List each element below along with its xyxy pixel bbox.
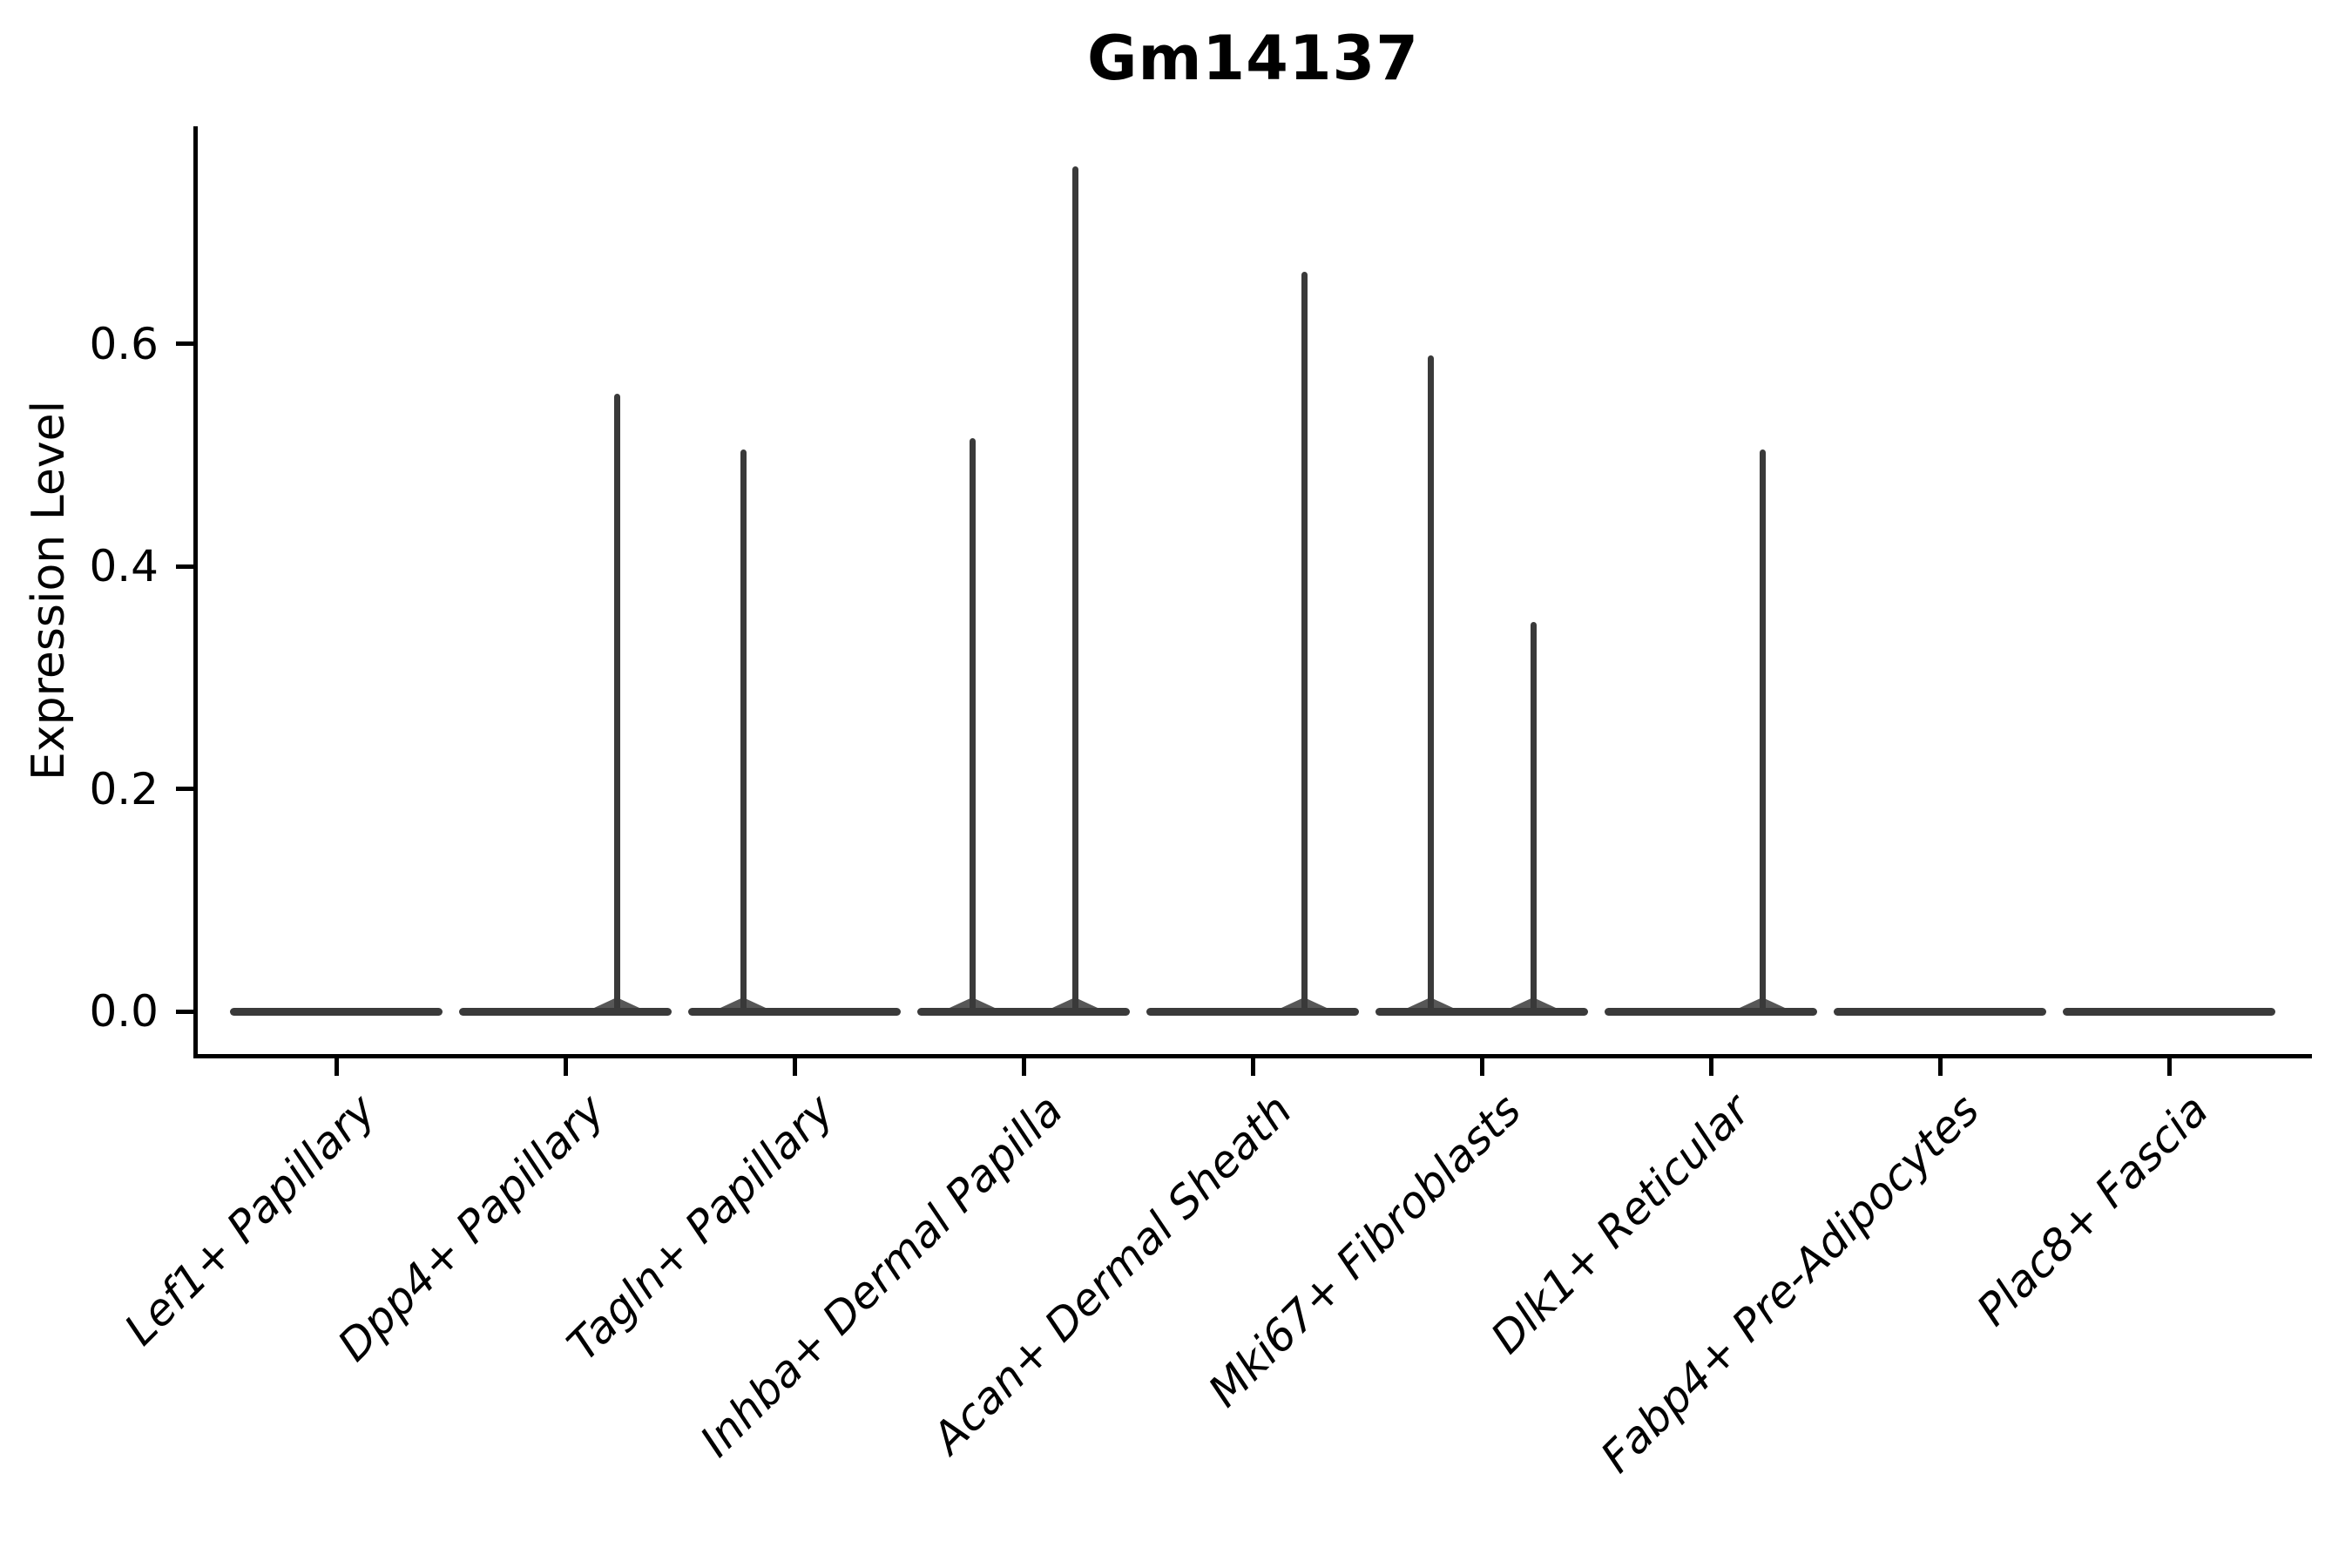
x-tick-label: Lef1+ Papillary [114,1085,386,1355]
x-tick-label: Plac8+ Fascia [1967,1085,2219,1336]
x-tick-label: Fabp4+ Pre-Adipocytes [1591,1085,1990,1483]
y-tick-mark [176,564,193,569]
violin-taper [720,997,766,1008]
y-tick-mark [176,1009,193,1014]
violin-spike [1301,271,1308,1011]
violin-body [230,1007,443,1016]
y-tick-label: 0.4 [89,541,159,592]
x-tick-mark [1937,1058,1943,1076]
violin-body [459,1007,672,1016]
x-tick-mark [792,1058,797,1076]
violin-spike [969,438,976,1011]
violin-spike [1759,449,1766,1011]
x-axis-spine [193,1054,2312,1058]
x-tick-mark [563,1058,568,1076]
violin-taper [1408,997,1453,1008]
y-tick-mark [176,341,193,347]
y-tick-mark [176,787,193,792]
violin-spike [613,394,620,1011]
violin-body [917,1007,1130,1016]
violin-body [1605,1007,1817,1016]
violin-taper [1740,997,1785,1008]
x-tick-mark [1708,1058,1713,1076]
violin-spike [1427,355,1434,1011]
violin-body [1375,1007,1588,1016]
violin-body [1834,1007,2046,1016]
violin-body [1146,1007,1359,1016]
y-tick-label: 0.0 [89,986,159,1037]
violin-taper [950,997,995,1008]
violin-body [688,1007,901,1016]
y-tick-label: 0.6 [89,318,159,369]
violin-body [2063,1007,2275,1016]
violin-spike [740,449,747,1011]
violin-spike [1530,622,1537,1011]
violin-taper [594,997,639,1008]
x-tick-mark [1021,1058,1026,1076]
chart-title: Gm14137 [1087,23,1419,94]
violin-taper [1052,997,1098,1008]
y-axis-label: Expression Level [23,400,75,781]
violin-taper [1281,997,1327,1008]
x-tick-mark [1479,1058,1484,1076]
x-tick-mark [2166,1058,2172,1076]
y-axis-spine [193,126,198,1058]
x-tick-mark [1250,1058,1255,1076]
violin-taper [1511,997,1556,1008]
violin-spike [1071,166,1078,1011]
x-tick-label: Dlk1+ Reticular [1481,1085,1761,1363]
x-tick-mark [334,1058,339,1076]
y-tick-label: 0.2 [89,763,159,814]
